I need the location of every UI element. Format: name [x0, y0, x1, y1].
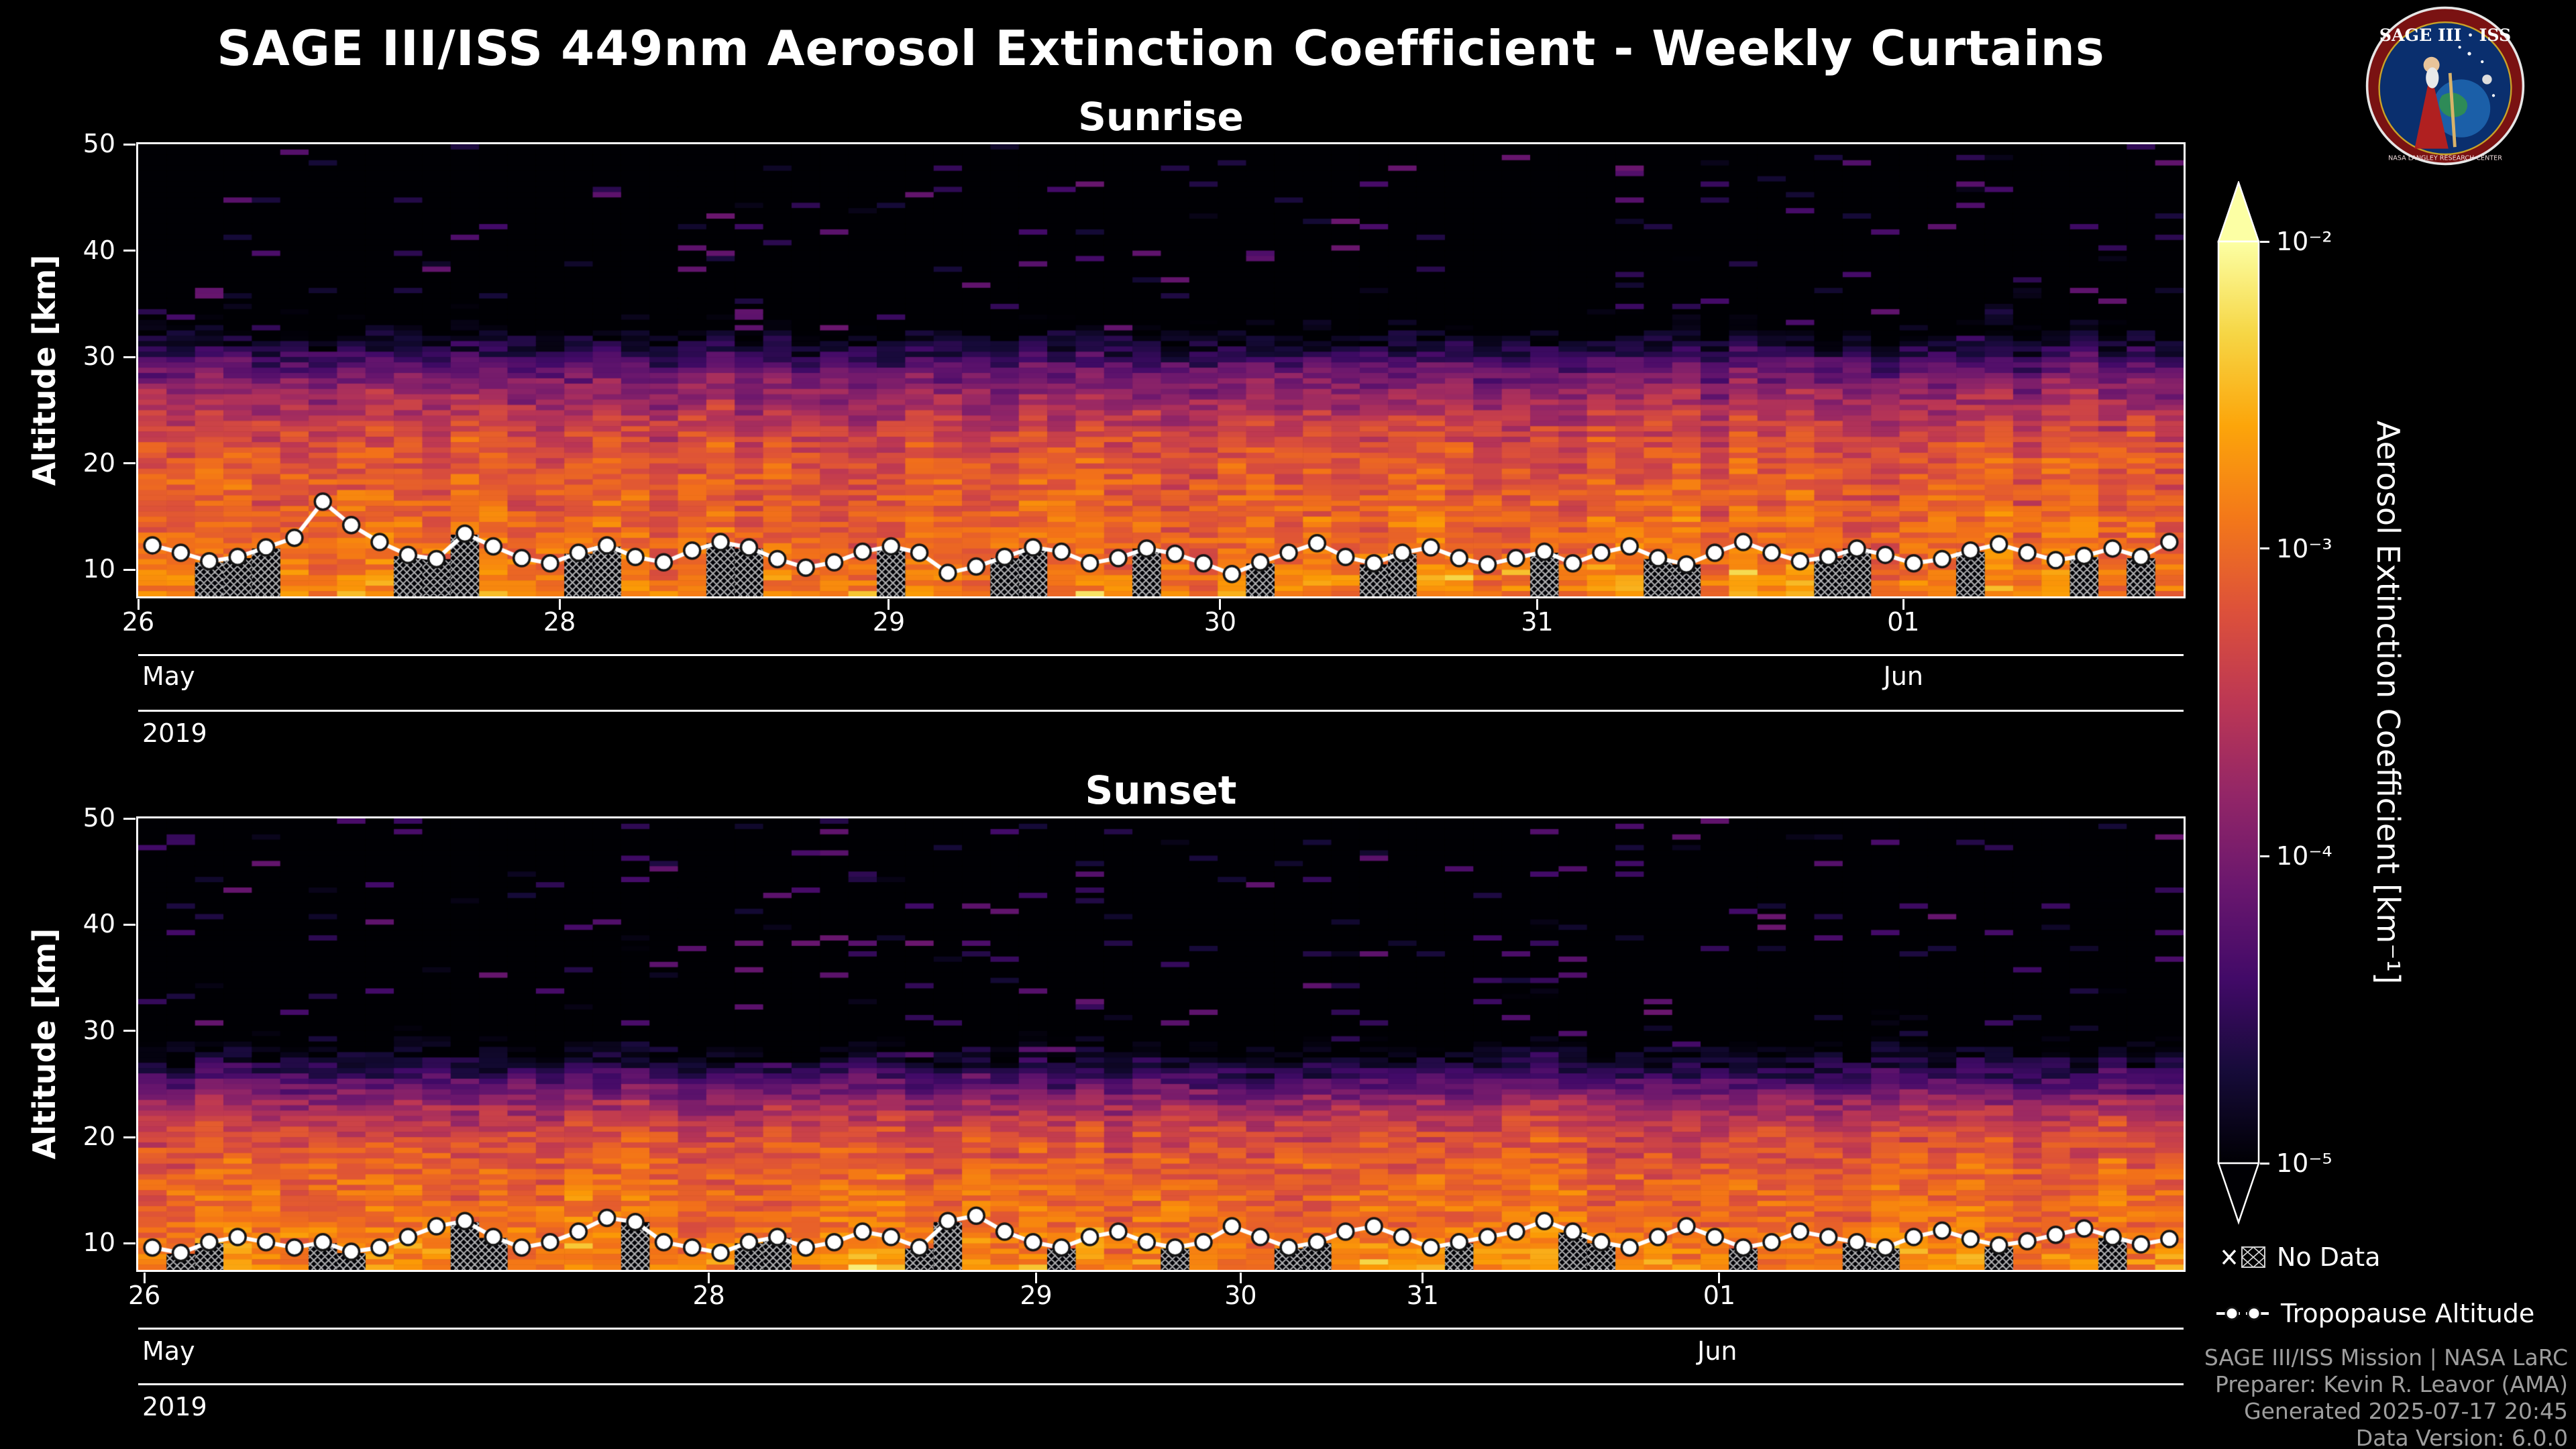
sunrise-heatmap-canvas — [138, 144, 2184, 596]
month-label: May — [142, 661, 195, 691]
colorbar-tick-mark — [2260, 855, 2269, 857]
colorbar-label: Aerosol Extinction Coefficient [km⁻¹] — [2370, 420, 2406, 985]
y-tick-label: 50 — [83, 129, 115, 158]
colorbar-tick-mark — [2260, 240, 2269, 243]
y-tick-mark — [123, 143, 136, 146]
logo-moon-icon — [2482, 74, 2492, 85]
x-tick-label: 29 — [872, 607, 906, 637]
colorbar-tick-mark — [2260, 547, 2269, 550]
x-tick-mark — [888, 599, 890, 610]
y-tick-mark — [123, 462, 136, 465]
figure-title: SAGE III/ISS 449nm Aerosol Extinction Co… — [217, 20, 2105, 76]
colorbar — [2217, 181, 2260, 1225]
tropopause-label: Tropopause Altitude — [2281, 1299, 2535, 1328]
x-tick-label: 29 — [1020, 1281, 1053, 1310]
x-tick-label: 28 — [692, 1281, 725, 1310]
colorbar-tick-label: 10⁻² — [2276, 227, 2332, 256]
y-tick-label: 50 — [83, 803, 115, 833]
y-tick-mark — [123, 568, 136, 571]
colorbar-extend-top — [2217, 181, 2260, 243]
sunrise-panel-title: Sunrise — [1078, 94, 1244, 140]
x-tick-mark — [143, 1273, 146, 1283]
y-tick-mark — [123, 817, 136, 820]
attribution-line: Preparer: Kevin R. Leavor (AMA) — [2215, 1371, 2568, 1397]
x-tick-mark — [1035, 1273, 1037, 1283]
year-label: 2019 — [142, 1392, 207, 1421]
x-tick-mark — [558, 599, 561, 610]
sunset-panel-title: Sunset — [1085, 767, 1237, 813]
sunrise-plot-frame — [136, 142, 2186, 598]
no-data-swatch-icon — [2222, 1246, 2265, 1268]
x-tick-label: 31 — [1406, 1281, 1439, 1310]
x-tick-label: 01 — [1887, 607, 1920, 637]
y-tick-mark — [123, 1242, 136, 1244]
mission-logo: SAGE III · ISS NASA LANGLEY RESEARCH CEN… — [2365, 6, 2525, 166]
month-axis-line — [138, 1328, 2184, 1330]
attribution-block: SAGE III/ISS Mission | NASA LaRC Prepare… — [2204, 1344, 2568, 1449]
sunset-plot-frame — [136, 816, 2186, 1272]
tropopause-swatch-icon — [2216, 1306, 2269, 1321]
x-tick-mark — [1536, 599, 1539, 610]
x-tick-label: 31 — [1521, 607, 1554, 637]
month-label: May — [142, 1336, 195, 1366]
x-tick-label: 28 — [543, 607, 576, 637]
sunset-heatmap-canvas — [138, 818, 2184, 1270]
year-label: 2019 — [142, 718, 207, 748]
y-tick-mark — [123, 1030, 136, 1032]
x-tick-mark — [1239, 1273, 1242, 1283]
month-label: Jun — [1697, 1336, 1737, 1366]
attribution-line: Generated 2025-07-17 20:45 — [2244, 1398, 2568, 1424]
x-tick-mark — [1421, 1273, 1424, 1283]
logo-title-text: SAGE III · ISS — [2379, 25, 2511, 45]
y-tick-label: 10 — [83, 554, 115, 584]
attribution-line: Data Version: 6.0.0 — [2355, 1425, 2568, 1449]
x-tick-mark — [1902, 599, 1904, 610]
x-tick-mark — [1219, 599, 1222, 610]
logo-figure-robe — [2414, 71, 2449, 149]
y-tick-label: 20 — [83, 447, 115, 478]
y-tick-mark — [123, 356, 136, 358]
logo-staff-icon — [2448, 72, 2457, 148]
month-axis-line — [138, 654, 2184, 656]
month-label: Jun — [1883, 661, 1923, 691]
y-tick-label: 20 — [83, 1122, 115, 1152]
x-tick-mark — [708, 1273, 710, 1283]
no-data-label: No Data — [2277, 1242, 2381, 1272]
attribution-line: SAGE III/ISS Mission | NASA LaRC — [2204, 1344, 2568, 1371]
colorbar-tick-mark — [2260, 1162, 2269, 1165]
y-tick-mark — [123, 923, 136, 926]
y-tick-label: 40 — [83, 235, 115, 265]
colorbar-tick-label: 10⁻⁵ — [2276, 1148, 2332, 1178]
legend-tropopause: Tropopause Altitude — [2214, 1297, 2534, 1330]
y-tick-label: 30 — [83, 1015, 115, 1045]
y-tick-mark — [123, 1136, 136, 1138]
colorbar-tick-label: 10⁻³ — [2276, 533, 2332, 564]
colorbar-tick-label: 10⁻⁴ — [2276, 841, 2332, 871]
logo-ring-text: NASA LANGLEY RESEARCH CENTER — [2388, 154, 2502, 162]
year-axis-line — [138, 710, 2184, 712]
x-tick-label: 26 — [127, 1281, 161, 1310]
x-tick-label: 01 — [1703, 1281, 1736, 1310]
logo-figure-beard — [2426, 67, 2439, 89]
x-tick-mark — [137, 599, 140, 610]
y-tick-label: 10 — [83, 1228, 115, 1258]
year-axis-line — [138, 1383, 2184, 1385]
x-tick-mark — [1718, 1273, 1721, 1283]
y-tick-label: 40 — [83, 909, 115, 939]
x-tick-label: 30 — [1203, 607, 1237, 637]
legend-no-data: No Data — [2219, 1241, 2381, 1273]
x-tick-label: 26 — [121, 607, 155, 637]
x-tick-label: 30 — [1224, 1281, 1257, 1310]
y-tick-label: 30 — [83, 341, 115, 372]
colorbar-gradient — [2217, 240, 2260, 1165]
colorbar-extend-bottom — [2217, 1162, 2260, 1225]
y-tick-mark — [123, 250, 136, 252]
